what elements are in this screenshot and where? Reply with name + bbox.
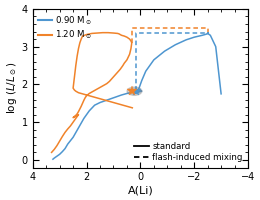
Y-axis label: log $(L/L_\odot)$: log $(L/L_\odot)$ bbox=[5, 62, 19, 114]
Ellipse shape bbox=[127, 87, 142, 95]
X-axis label: A(Li): A(Li) bbox=[127, 185, 153, 195]
Legend: standard, flash-induced mixing: standard, flash-induced mixing bbox=[130, 139, 246, 166]
